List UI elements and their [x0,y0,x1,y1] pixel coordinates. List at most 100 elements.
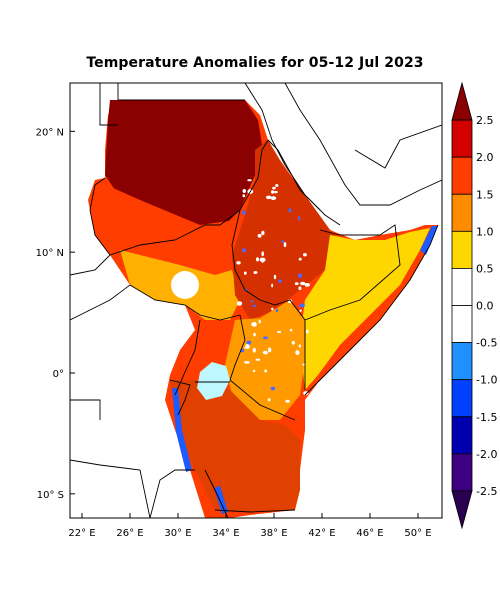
border-drc-south [70,459,151,518]
colorbar-label: -2.0 [476,448,497,461]
border-rwanda-burundi [169,379,191,416]
border-zambia [149,469,195,518]
cool-anomaly-tanganyika [172,388,192,472]
anomaly-speckle [295,350,300,356]
border-gabon [70,399,101,420]
colorbar-label: -1.5 [476,411,497,424]
border-sudan-ethiopia [257,139,269,179]
lat-tick-label: 10° S [37,490,64,501]
anomaly-speckle [291,340,295,345]
border-chad-sudan [99,83,118,126]
border-malawi [204,469,229,518]
anomaly-speckle [267,398,271,402]
anomaly-speckle [271,307,274,311]
anomaly-speckle [252,369,256,373]
anomaly-speckle [302,363,307,366]
anomaly-speckle [263,336,268,340]
anomaly-speckle [298,273,302,278]
anomaly-speckle [242,248,247,253]
anomaly-speckle [246,340,252,345]
anomaly-speckle [236,301,243,306]
anomaly-speckle [298,286,302,291]
colorbar-label: 1.5 [476,188,494,201]
anomaly-speckle [242,194,246,198]
lake-victoria [197,362,230,400]
colorbar-segment [451,119,473,158]
chart-title: Temperature Anomalies for 05-12 Jul 2023 [86,55,424,71]
lon-tick-label: 30° E [164,528,191,539]
colorbar-segment [451,193,473,232]
anomaly-speckle [243,271,247,275]
anomaly-speckle [281,240,285,243]
border-sudan-chad [89,177,111,256]
cool-anomaly-malawi [214,486,228,514]
anomaly-speckle [270,196,277,201]
anomaly-sahara-core [105,100,262,225]
border-ethiopia-somalia [304,224,401,321]
anomaly-speckle [257,233,262,238]
border-car [70,254,111,276]
anomaly-speckle [262,350,268,355]
border-drc-west [70,284,131,321]
colorbar-segment [451,453,473,492]
anomaly-ethiopia [232,140,345,320]
colorbar-label: 2.0 [476,151,494,164]
colorbar-label: 0.5 [476,262,494,275]
colorbar-segment [451,268,473,306]
anomaly-speckle [270,386,276,391]
border-drc-uganda [174,319,201,396]
anomaly-speckle [303,253,307,257]
anomaly-speckle [273,190,278,194]
border-eritrea [267,139,321,211]
anomaly-somalia [300,228,430,390]
lon-tick-label: 26° E [116,528,143,539]
border-south-sudan-drc [129,284,241,321]
anomaly-speckle [264,369,268,373]
cool-anomaly-somali-coast [420,226,438,255]
anomaly-tanzania [170,380,300,512]
lat-tick-label: 10° N [36,248,64,259]
anomaly-speckle [277,330,282,334]
longitude-axis: 22° E 26° E 30° E 34° E 38° E 42° E 46° E 50° E [68,513,432,539]
anomaly-speckle [298,216,301,221]
anomaly-speckle [275,184,279,187]
anomaly-neutral-patch [171,271,199,299]
anomaly-speckle [271,190,275,194]
anomaly-speckle [267,347,272,353]
anomaly-speckle [272,186,276,190]
border-ethiopia-kenya [259,299,306,321]
anomaly-speckle [298,257,302,261]
anomaly-speckle [261,230,265,236]
colorbar-segment [451,416,473,455]
anomaly-speckle [303,391,309,396]
country-borders [70,83,442,518]
anomaly-speckles [171,179,310,403]
anomaly-kenya [225,300,305,420]
anomaly-speckle [300,281,306,286]
anomaly-speckle [299,309,302,312]
colorbar-label: -2.5 [476,485,497,498]
anomaly-speckle [288,208,292,213]
anomaly-speckle [259,257,266,262]
lon-tick-label: 34° E [212,528,239,539]
anomaly-speckle [256,257,259,262]
lon-tick-label: 50° E [404,528,431,539]
anomaly-speckle [245,344,250,349]
colorbar-segment [451,81,473,121]
border-tanzania-mozambique [214,509,296,513]
anomaly-speckle [275,308,279,312]
lat-tick-label: 0° [53,369,64,380]
colorbar-segment [451,230,473,269]
anomaly-speckle [236,261,241,265]
anomaly-speckle [294,282,299,286]
colorbar-label: -1.0 [476,374,497,387]
lat-tick-label: 20° N [36,127,64,138]
anomaly-speckle [298,344,301,348]
coastline-arabia [284,83,442,206]
lon-tick-label: 42° E [308,528,335,539]
colorbar: 2.5 2.0 1.5 1.0 0.5 0.0 -0.5 -1.0 -1.5 -2.0 -2.5 [451,81,497,530]
anomaly-speckle [271,283,274,288]
anomaly-speckle [244,361,250,364]
anomaly-speckle [283,242,287,248]
lon-tick-label: 46° E [356,528,383,539]
